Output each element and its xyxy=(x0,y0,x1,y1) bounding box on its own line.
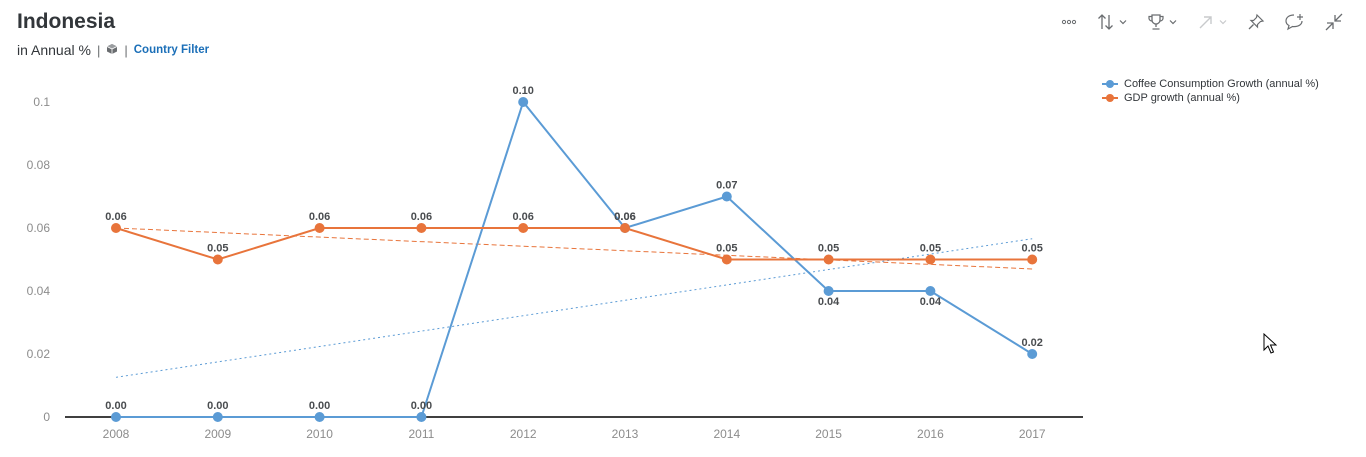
series-line-coffee xyxy=(116,99,1033,418)
data-label-coffee: 0.07 xyxy=(716,180,737,192)
chevron-down-icon xyxy=(1119,20,1127,25)
data-point-gdp xyxy=(925,254,936,265)
y-tick-label: 0.1 xyxy=(33,95,50,109)
data-label-coffee: 0.06 xyxy=(614,211,635,223)
data-label-gdp: 0.05 xyxy=(716,243,737,255)
more-icon[interactable] xyxy=(1060,13,1078,31)
separator: | xyxy=(124,42,128,58)
x-tick-label: 2014 xyxy=(713,427,740,441)
drill-icon xyxy=(1196,12,1228,32)
y-tick-label: 0.02 xyxy=(27,347,51,361)
sort-icon[interactable] xyxy=(1096,12,1128,32)
data-point-gdp xyxy=(416,223,427,233)
data-point-gdp xyxy=(518,223,529,233)
data-point-coffee xyxy=(518,97,529,107)
page-title: Indonesia xyxy=(17,10,116,33)
x-tick-label: 2011 xyxy=(408,427,434,441)
y-tick-label: 0 xyxy=(43,410,50,424)
data-label-gdp: 0.06 xyxy=(105,211,126,223)
data-point-gdp xyxy=(1027,254,1038,265)
x-tick-label: 2008 xyxy=(103,427,130,441)
data-label-coffee: 0.00 xyxy=(411,400,432,412)
data-label-gdp: 0.05 xyxy=(207,243,228,255)
data-label-gdp: 0.06 xyxy=(411,211,432,223)
data-point-coffee xyxy=(721,191,732,202)
unit-label: in Annual % xyxy=(17,42,91,58)
data-point-gdp xyxy=(823,254,834,265)
data-point-gdp xyxy=(620,223,630,233)
data-point-coffee xyxy=(111,412,121,422)
data-label-coffee: 0.00 xyxy=(207,400,228,412)
data-point-coffee xyxy=(823,286,834,296)
data-label-gdp: 0.06 xyxy=(309,211,330,223)
legend-label-gdp: GDP growth (annual %) xyxy=(1124,92,1240,104)
data-point-coffee xyxy=(925,286,936,296)
trendline-gdp xyxy=(115,227,1033,270)
legend-item-coffee[interactable]: Coffee Consumption Growth (annual %) xyxy=(1102,77,1319,91)
series-line-gdp xyxy=(115,227,1033,261)
y-tick-label: 0.08 xyxy=(27,158,51,172)
toolbar xyxy=(1060,12,1344,32)
mouse-pointer-icon xyxy=(1263,332,1278,360)
data-point-gdp xyxy=(111,223,121,233)
data-label-gdp: 0.05 xyxy=(920,243,941,255)
legend: Coffee Consumption Growth (annual %) GDP… xyxy=(1102,77,1319,105)
separator: | xyxy=(96,42,101,58)
data-point-coffee xyxy=(314,412,325,422)
data-label-coffee: 0.04 xyxy=(920,296,942,308)
legend-label-coffee: Coffee Consumption Growth (annual %) xyxy=(1124,78,1319,90)
legend-marker-gdp xyxy=(1102,94,1118,102)
data-point-gdp xyxy=(314,223,325,233)
data-point-coffee xyxy=(416,412,427,422)
comment-icon[interactable] xyxy=(1284,12,1306,32)
x-tick-label: 2012 xyxy=(510,427,537,441)
data-point-coffee xyxy=(212,412,223,422)
x-tick-label: 2010 xyxy=(306,427,333,441)
data-label-gdp: 0.06 xyxy=(614,211,635,223)
x-tick-label: 2016 xyxy=(917,427,944,441)
data-point-coffee xyxy=(1027,349,1038,359)
data-label-gdp: 0.05 xyxy=(818,243,839,255)
data-label-coffee: 0.00 xyxy=(309,400,330,412)
legend-marker-coffee xyxy=(1102,80,1118,88)
data-label-gdp: 0.06 xyxy=(512,211,533,223)
chevron-down-icon xyxy=(1169,20,1177,25)
data-label-gdp: 0.05 xyxy=(1021,243,1042,255)
country-filter-link[interactable]: Country Filter xyxy=(133,44,210,56)
x-tick-label: 2013 xyxy=(612,427,639,441)
data-label-coffee: 0.02 xyxy=(1021,337,1042,349)
x-tick-label: 2015 xyxy=(815,427,842,441)
data-label-coffee: 0.04 xyxy=(818,296,840,308)
chevron-down-icon xyxy=(1219,20,1227,25)
legend-item-gdp[interactable]: GDP growth (annual %) xyxy=(1102,91,1319,105)
cube-icon xyxy=(106,42,118,58)
data-point-gdp xyxy=(212,254,223,265)
ranking-icon[interactable] xyxy=(1146,12,1178,32)
pin-icon[interactable] xyxy=(1246,12,1266,32)
x-tick-label: 2017 xyxy=(1019,427,1046,441)
y-tick-label: 0.04 xyxy=(27,284,51,298)
data-label-coffee: 0.00 xyxy=(105,400,126,412)
x-tick-label: 2009 xyxy=(204,427,231,441)
collapse-icon[interactable] xyxy=(1324,12,1344,32)
subtitle: in Annual % | | Country Filter xyxy=(17,42,209,58)
data-point-gdp xyxy=(721,254,732,265)
y-tick-label: 0.06 xyxy=(27,221,51,235)
data-label-coffee: 0.10 xyxy=(512,85,533,97)
